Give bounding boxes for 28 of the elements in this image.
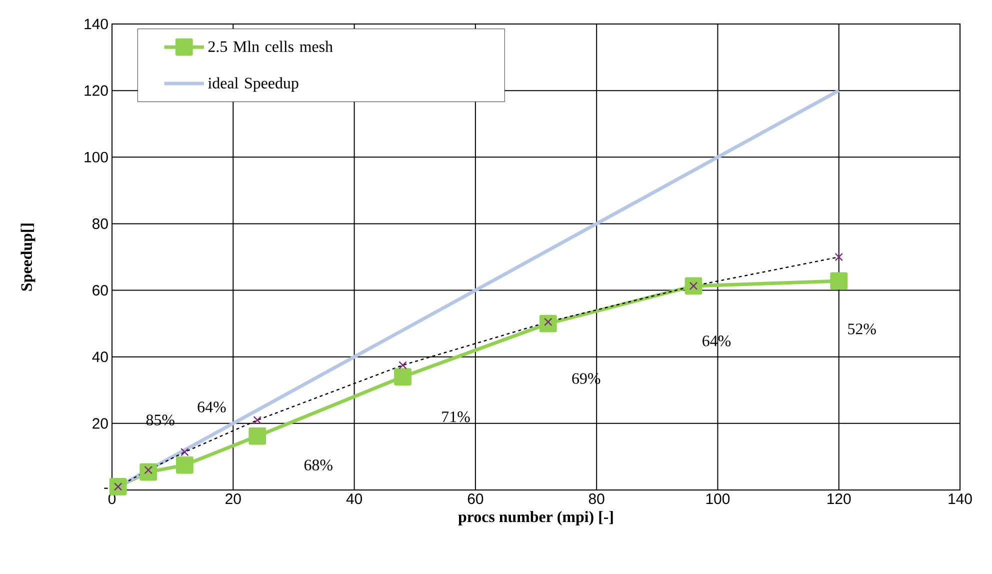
point xyxy=(830,272,848,290)
y-tick-label: - xyxy=(104,488,108,489)
y-tick-label: 20 xyxy=(92,418,108,429)
legend-label: ideal Speedup xyxy=(208,77,298,92)
x-tick-label: 20 xyxy=(226,494,241,504)
y-axis-title: Speedup[] xyxy=(20,224,36,291)
point xyxy=(394,368,412,386)
y-tick-label: 40 xyxy=(92,352,108,362)
point xyxy=(248,427,266,445)
annotation: 68% xyxy=(304,460,332,470)
annotation: 71% xyxy=(442,411,470,422)
y-tick-label: 80 xyxy=(92,218,108,229)
annotation: 52% xyxy=(848,324,876,334)
x-axis-title: procs number (mpi) [-] xyxy=(458,510,613,526)
x-tick-label: 60 xyxy=(468,494,484,504)
y-tick-label: 120 xyxy=(84,85,108,96)
annotation: 64% xyxy=(198,402,226,412)
y-tick-label: 100 xyxy=(84,152,108,162)
x-tick-label: 140 xyxy=(948,494,972,504)
y-tick-label: 140 xyxy=(84,18,108,30)
x-tick-label: 40 xyxy=(346,494,362,504)
x-tick-label: 80 xyxy=(588,494,604,504)
x-tick-label: 120 xyxy=(828,494,851,504)
legend-label: 2.5 Mln cells mesh xyxy=(208,40,333,52)
annotation: 85% xyxy=(146,414,174,426)
y-tick-label: 60 xyxy=(92,284,108,296)
point xyxy=(176,456,194,474)
x-tick-label: 100 xyxy=(706,494,730,504)
